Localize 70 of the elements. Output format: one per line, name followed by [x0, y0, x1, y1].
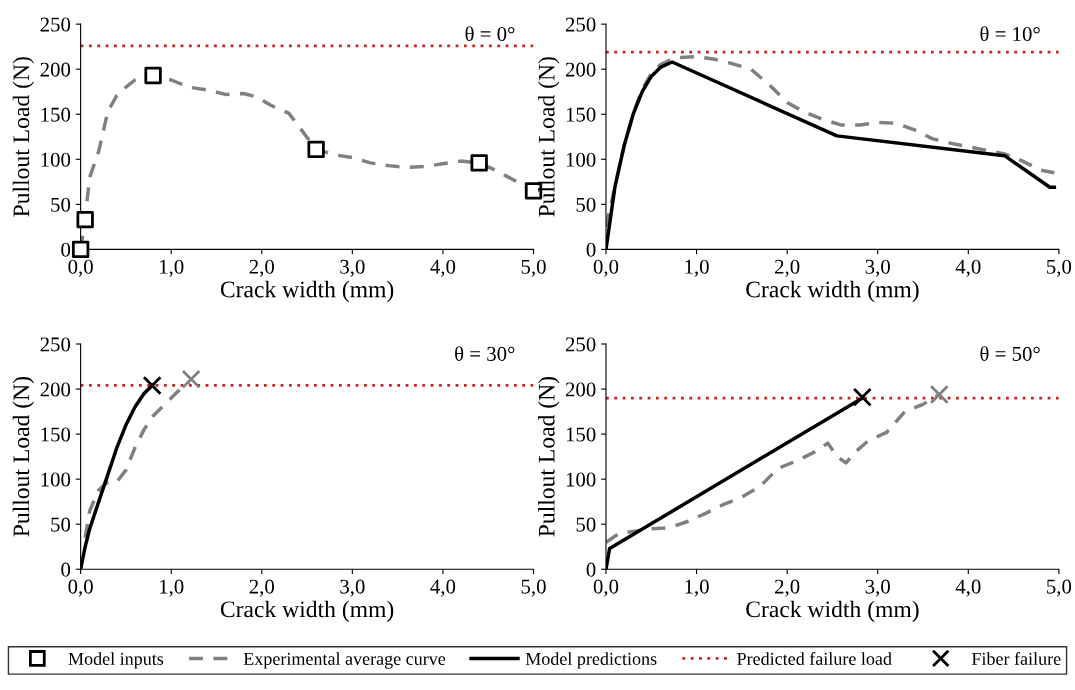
- y-tick-label: 150: [566, 427, 596, 442]
- y-tick-label: 100: [41, 152, 71, 167]
- y-tick-label: 100: [566, 472, 596, 487]
- y-tick-label: 0: [586, 562, 596, 577]
- y-tick-label: 150: [566, 107, 596, 122]
- y-tick-label: 250: [40, 337, 71, 352]
- y-tick-label: 50: [576, 517, 596, 532]
- y-axis-title: Pullout Load (N): [538, 57, 560, 217]
- x-tick-label: 4,0: [430, 259, 456, 277]
- x-axis-title: Crack width (mm): [220, 600, 394, 623]
- y-axis-title: Pullout Load (N): [12, 57, 35, 217]
- point: [71, 240, 90, 259]
- point: [307, 140, 325, 159]
- y-tick-label: 250: [40, 17, 71, 32]
- annotation: θ = 0°: [465, 26, 515, 42]
- y-axis-title: Pullout Load (N): [538, 377, 560, 537]
- x-tick-label: 5,0: [521, 579, 546, 597]
- y-tick-label: 150: [41, 107, 71, 122]
- y-axis-title: Pullout Load (N): [12, 377, 35, 537]
- x-axis-title: Crack width (mm): [220, 280, 394, 303]
- y-tick-label: 0: [61, 242, 71, 257]
- x-tick-label: 0,0: [593, 579, 619, 597]
- x-tick-label: 2,0: [249, 259, 275, 277]
- point: [144, 66, 162, 85]
- x-tick-label: 2,0: [775, 259, 800, 277]
- x-tick-label: 5,0: [1047, 579, 1072, 597]
- x-axis-title: Crack width (mm): [746, 600, 919, 623]
- y-tick-label: 150: [41, 427, 71, 442]
- y-tick-label: 200: [40, 62, 71, 77]
- y-tick-label: 0: [586, 242, 596, 257]
- y-tick-label: 200: [40, 382, 71, 397]
- x-tick-label: 4,0: [955, 579, 981, 597]
- annotation: θ = 10°: [980, 26, 1040, 42]
- annotation: θ = 30°: [455, 346, 515, 361]
- x-tick-label: 1,0: [160, 259, 184, 277]
- x-tick-label: 2,0: [775, 579, 800, 597]
- point: [470, 154, 488, 172]
- x-tick-label: 1,0: [685, 259, 709, 277]
- annotation: θ = 50°: [980, 346, 1040, 361]
- y-tick-label: 50: [51, 517, 71, 532]
- x-tick-label: 4,0: [955, 259, 981, 277]
- legend-label: Predicted failure load: [737, 652, 892, 665]
- y-tick-label: 250: [565, 337, 596, 352]
- y-tick-label: 200: [565, 62, 596, 77]
- x-tick-label: 5,0: [1047, 259, 1072, 277]
- y-tick-label: 50: [51, 197, 71, 212]
- y-tick-label: 50: [576, 197, 596, 212]
- x-tick-label: 5,0: [521, 259, 546, 277]
- x-tick-label: 0,0: [68, 579, 93, 597]
- x-tick-label: 2,0: [249, 579, 275, 597]
- legend-label: Experimental average curve: [243, 652, 446, 669]
- legend-label: Model predictions: [525, 652, 657, 669]
- x-tick-label: 4,0: [430, 579, 456, 597]
- x-tick-label: 3,0: [340, 579, 365, 597]
- x-tick-label: 1,0: [160, 579, 184, 597]
- y-tick-label: 100: [41, 472, 71, 487]
- x-tick-label: 3,0: [865, 579, 890, 597]
- y-tick-label: 200: [565, 382, 596, 397]
- legend-label: Fiber failure: [971, 652, 1061, 665]
- x-tick-label: 0,0: [593, 259, 619, 277]
- legend-label: Model inputs: [68, 652, 164, 669]
- point: [76, 210, 94, 229]
- x-tick-label: 3,0: [340, 259, 365, 277]
- x-axis-title: Crack width (mm): [746, 280, 919, 303]
- x-tick-label: 0,0: [68, 259, 93, 277]
- x-tick-label: 3,0: [865, 259, 890, 277]
- x-tick-label: 1,0: [685, 579, 709, 597]
- y-tick-label: 0: [61, 562, 71, 577]
- y-tick-label: 250: [565, 17, 596, 32]
- y-tick-label: 100: [566, 152, 596, 167]
